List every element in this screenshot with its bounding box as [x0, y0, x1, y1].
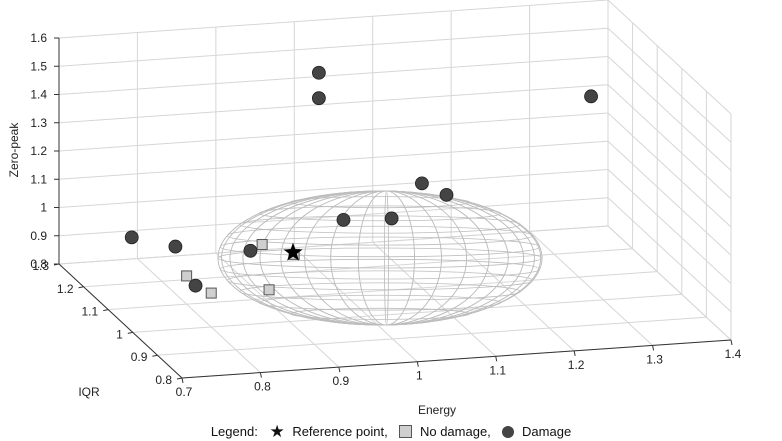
damage-point: [124, 230, 139, 245]
legend-prefix: Legend:: [210, 424, 258, 440]
zero-peak-tick-label: 1.3: [30, 116, 47, 130]
grid-line-back-zero: [58, 169, 609, 208]
energy-tick-mark: [416, 361, 419, 367]
energy-tick-label: 0.7: [176, 385, 193, 399]
zero-peak-tick-label: 1.6: [30, 31, 47, 45]
grid-line-side-zero: [607, 140, 732, 256]
legend-label-reference: Reference point,: [292, 424, 388, 440]
3d-scatter-plot: 0.7 0.8 0.9 1 1.1 1.2 1.3 1.40.80.911.11.21.30.…: [7, 0, 742, 417]
iqr-tick-mark: [78, 286, 84, 289]
grid-line-floor-energy: [137, 258, 261, 373]
zero-peak-tick-label: 1.4: [30, 88, 47, 102]
grid-line-side-zero: [607, 56, 732, 171]
energy-tick-mark: [259, 372, 262, 378]
energy-tick-label: 0.9: [333, 374, 350, 388]
energy-tick-mark: [338, 367, 341, 373]
reference-point-star: [283, 242, 303, 261]
ellipsoid-wireframe: [217, 190, 543, 326]
no-damage-point: [181, 270, 193, 282]
grid-line-floor-iqr: [132, 293, 682, 333]
grid-line-back-zero: [58, 84, 609, 124]
grid-line-floor-iqr: [108, 271, 658, 311]
zero-peak-tick-label: 0.8: [30, 257, 47, 271]
energy-tick-label: 0.8: [254, 380, 271, 394]
energy-tick-mark: [730, 339, 733, 346]
grid-line-back-zero: [58, 112, 609, 152]
damage-point: [311, 65, 326, 80]
iqr-tick-label: 1.2: [57, 282, 74, 296]
legend-label-no-damage: No damage,: [419, 424, 491, 440]
damage-point: [439, 187, 454, 202]
grid-line-back-zero: [58, 197, 609, 237]
energy-tick-label: 1.3: [646, 352, 663, 366]
iqr-tick-mark: [152, 354, 158, 357]
damage-point: [243, 243, 258, 258]
damage-point: [311, 91, 326, 106]
energy-tick-label: 1.1: [489, 363, 506, 377]
damage-point: [188, 278, 203, 293]
legend-circle-icon: [502, 425, 515, 438]
grid-line-floor-energy: [450, 236, 575, 352]
damage-point: [584, 89, 598, 104]
zero-peak-tick-label: 1.1: [30, 172, 47, 186]
zero-peak-tick-label: 1.5: [30, 59, 47, 73]
no-damage-point: [256, 239, 268, 251]
energy-tick-label: 1: [416, 369, 423, 383]
grid-line-side-zero: [607, 169, 732, 284]
zero-peak-tick-label: 1: [40, 201, 47, 215]
no-damage-point: [263, 284, 275, 296]
grid-line-side-zero: [607, 112, 732, 228]
iqr-tick-label: 1.1: [82, 305, 99, 319]
grid-line-side-zero: [607, 197, 732, 313]
iqr-axis-line: [58, 263, 183, 379]
legend-square-icon: [399, 425, 413, 439]
legend-star-icon: ★: [269, 422, 285, 441]
energy-tick-label: 1.2: [568, 358, 585, 372]
energy-tick-mark: [573, 350, 576, 356]
legend-label-damage: Damage: [522, 424, 572, 440]
energy-tick-mark: [652, 345, 655, 351]
grid-line-back-zero: [58, 0, 609, 39]
zero-peak-axis-label: Zero-peak: [7, 122, 21, 178]
iqr-tick-mark: [176, 377, 183, 380]
damage-point: [415, 176, 429, 191]
iqr-tick-mark: [127, 331, 133, 334]
damage-point: [168, 239, 183, 254]
energy-axis-label: Energy: [418, 403, 456, 417]
energy-tick-mark: [495, 356, 498, 362]
energy-axis-line: [181, 339, 732, 379]
grid-line-floor-energy: [529, 231, 653, 346]
iqr-tick-label: 0.9: [131, 350, 148, 364]
zero-peak-tick-label: 1.2: [30, 144, 47, 158]
iqr-tick-mark: [103, 309, 109, 312]
grid-line-side-zero: [607, 27, 732, 143]
iqr-tick-label: 0.8: [155, 373, 172, 387]
grid-line-floor-energy: [293, 247, 418, 363]
energy-tick-label: 1.4: [725, 347, 742, 361]
damage-point: [336, 212, 351, 227]
grid-line-back-zero: [58, 56, 609, 95]
no-damage-point: [205, 287, 217, 299]
grid-line-floor-energy: [607, 225, 732, 341]
iqr-tick-label: 1: [116, 327, 123, 341]
energy-tick-mark: [181, 377, 184, 384]
grid-line-back-zero: [58, 140, 609, 180]
damage-point: [384, 211, 399, 226]
iqr-tick-label: 1.3: [32, 259, 49, 273]
zero-peak-tick-label: 0.9: [30, 229, 47, 243]
legend: Legend: ★ Reference point, No damage, Da…: [0, 422, 782, 441]
iqr-axis-label: IQR: [78, 385, 100, 399]
grid-line-side-zero: [607, 0, 732, 115]
grid-line-floor-iqr: [157, 316, 707, 356]
grid-line-side-zero: [607, 84, 732, 200]
grid-line-back-zero: [58, 27, 609, 67]
